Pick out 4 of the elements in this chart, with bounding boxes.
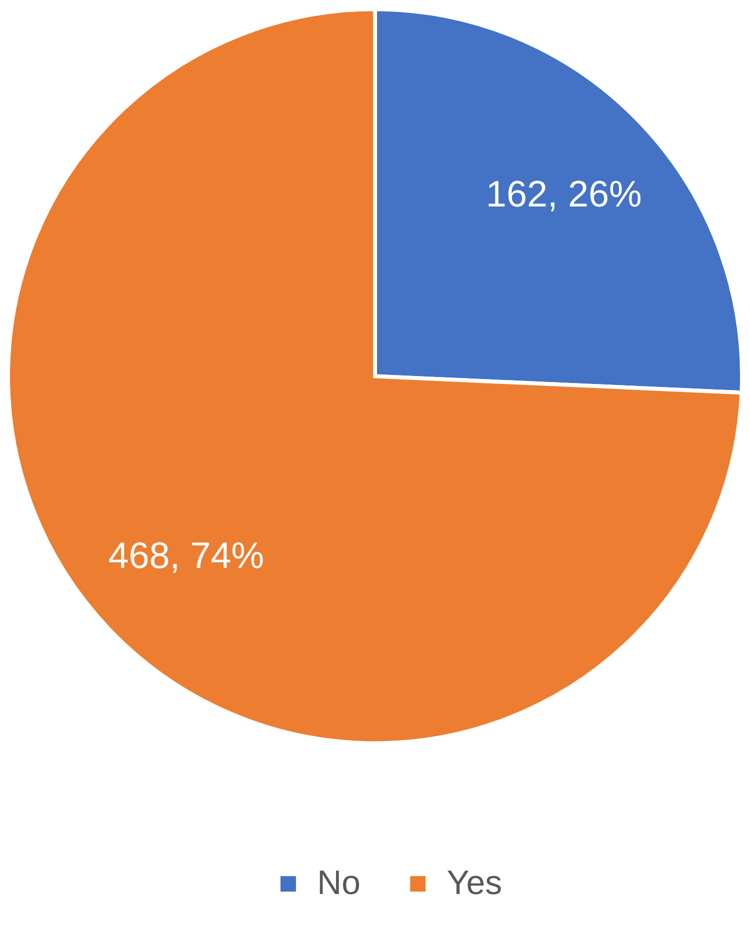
data-label: 162, 26%	[486, 174, 642, 215]
legend-label: Yes	[446, 864, 502, 902]
data-label: 468, 74%	[108, 534, 264, 576]
legend-label: No	[317, 864, 360, 902]
